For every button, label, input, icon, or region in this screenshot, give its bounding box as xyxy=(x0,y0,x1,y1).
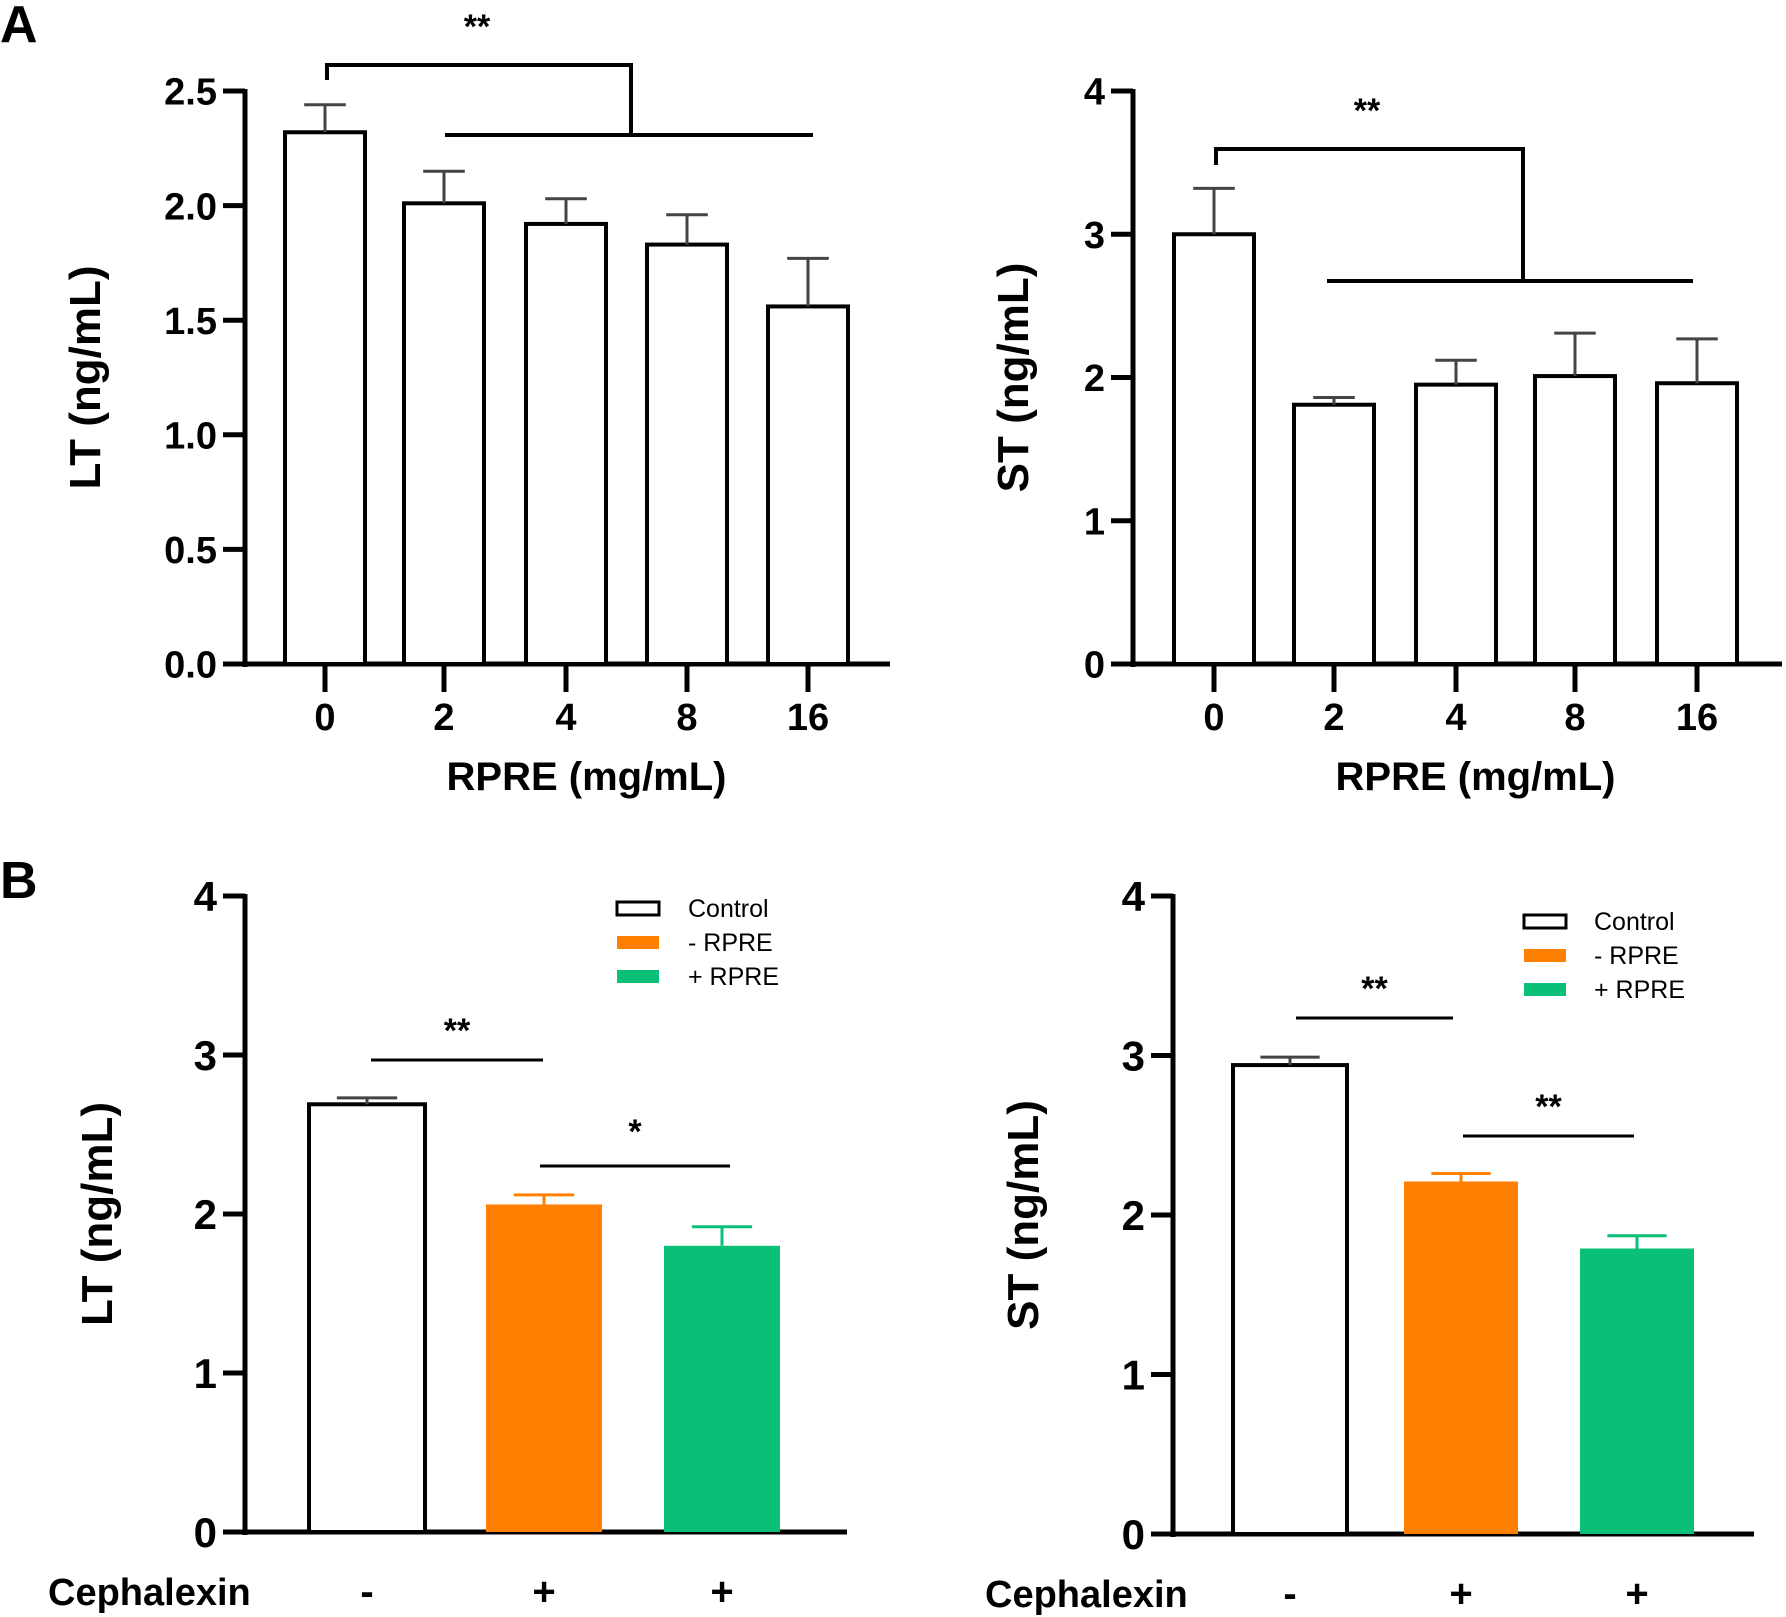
x-tick-label: - xyxy=(1283,1572,1296,1616)
x-axis-label: RPRE (mg/mL) xyxy=(447,755,727,799)
significance-bracket xyxy=(325,63,633,135)
legend-label: - RPRE xyxy=(1594,942,1679,970)
x-axis-label: Cephalexin xyxy=(48,1572,251,1614)
y-tick-label: 1.5 xyxy=(164,301,217,343)
bar xyxy=(1172,232,1256,666)
legend-label: + RPRE xyxy=(1594,976,1685,1004)
chart-b-st: 0 1 2 3 4 ST (ng/mL) - + + Cephalexin ** ** Control -… xyxy=(985,873,1754,1616)
y-tick-label: 3 xyxy=(1122,1033,1145,1080)
bar xyxy=(1655,381,1739,666)
y-tick-label: 0 xyxy=(1084,645,1105,687)
bar xyxy=(486,1204,602,1532)
x-tick-label: 8 xyxy=(1564,697,1585,739)
bar xyxy=(283,130,367,667)
y-tick-label: 3 xyxy=(1084,215,1105,257)
y-tick-label: 1 xyxy=(1122,1352,1145,1399)
legend-swatch xyxy=(615,900,661,917)
legend-swatch xyxy=(617,936,659,949)
bar xyxy=(524,221,608,666)
y-tick-label: 4 xyxy=(1122,873,1146,920)
x-tick-label: 16 xyxy=(787,697,829,739)
chart-a-st: 0 1 2 3 4 ST (ng/mL) 0 2 4 8 16 RPRE (mg/mL) ** xyxy=(989,72,1782,799)
legend-label: Control xyxy=(688,895,769,923)
y-tick-label: 2 xyxy=(1084,358,1105,400)
bar xyxy=(664,1245,780,1532)
y-tick-label: 2 xyxy=(1122,1192,1145,1239)
legend-swatch xyxy=(1522,913,1568,930)
legend: Control - RPRE + RPRE xyxy=(1522,908,1685,1004)
legend-label: - RPRE xyxy=(688,929,773,957)
y-tick-label: 4 xyxy=(194,873,218,920)
legend-label: + RPRE xyxy=(688,963,779,991)
y-tick-label: 2 xyxy=(194,1191,217,1238)
panel-label-b: B xyxy=(0,852,38,910)
y-tick-label: 3 xyxy=(194,1032,217,1079)
x-tick-label: 0 xyxy=(314,697,335,739)
x-axis-label: Cephalexin xyxy=(985,1574,1188,1616)
bar xyxy=(1533,374,1617,666)
legend: Control - RPRE + RPRE xyxy=(615,895,779,991)
significance-stars: ** xyxy=(1361,970,1388,1008)
y-tick-label: 1 xyxy=(194,1350,217,1397)
bar xyxy=(1580,1248,1694,1534)
x-tick-label: 0 xyxy=(1203,697,1224,739)
panel-label-a: A xyxy=(0,0,38,54)
y-axis-label: LT (ng/mL) xyxy=(73,1102,122,1326)
y-tick-label: 0 xyxy=(1122,1511,1145,1558)
x-tick-label: + xyxy=(710,1570,733,1614)
x-tick-label: + xyxy=(1449,1572,1472,1616)
bar xyxy=(645,242,729,666)
y-tick-label: 0.0 xyxy=(164,645,217,687)
significance-stars: ** xyxy=(444,1012,471,1050)
bar xyxy=(1404,1181,1518,1534)
y-tick-label: 1.0 xyxy=(164,415,217,457)
bar xyxy=(1231,1063,1349,1536)
x-tick-label: 2 xyxy=(433,697,454,739)
y-tick-label: 2.0 xyxy=(164,186,217,228)
bar xyxy=(1292,402,1376,666)
x-tick-label: 16 xyxy=(1676,697,1718,739)
significance-stars: ** xyxy=(1535,1088,1562,1126)
x-axis-label: RPRE (mg/mL) xyxy=(1336,755,1616,799)
y-tick-label: 4 xyxy=(1084,72,1105,114)
x-tick-label: - xyxy=(360,1570,373,1614)
chart-a-lt: 0.0 0.5 1.0 1.5 2.0 2.5 LT (ng/mL) 0 2 4 8 16 RPRE (… xyxy=(61,8,890,799)
x-tick-label: 8 xyxy=(676,697,697,739)
x-tick-label: 2 xyxy=(1323,697,1344,739)
y-tick-label: 0.5 xyxy=(164,530,217,572)
legend-swatch xyxy=(617,970,659,983)
legend-swatch xyxy=(1524,983,1566,996)
y-tick-label: 2.5 xyxy=(164,72,217,114)
x-tick-label: + xyxy=(532,1570,555,1614)
y-axis-label: ST (ng/mL) xyxy=(999,1100,1048,1330)
significance-stars: ** xyxy=(1354,92,1381,130)
x-tick-label: + xyxy=(1625,1572,1648,1616)
bar xyxy=(307,1102,427,1535)
y-tick-label: 1 xyxy=(1084,501,1105,543)
bar xyxy=(1414,382,1498,666)
legend-label: Control xyxy=(1594,908,1675,936)
x-tick-label: 4 xyxy=(555,697,576,739)
significance-stars: * xyxy=(628,1113,642,1151)
y-tick-label: 0 xyxy=(194,1509,217,1556)
x-tick-label: 4 xyxy=(1445,697,1466,739)
y-axis-label: ST (ng/mL) xyxy=(989,263,1038,493)
bar xyxy=(766,304,850,666)
significance-bracket xyxy=(1214,147,1525,281)
significance-stars: ** xyxy=(464,8,491,46)
bar xyxy=(402,201,486,666)
legend-swatch xyxy=(1524,949,1566,962)
y-axis-label: LT (ng/mL) xyxy=(61,266,110,490)
